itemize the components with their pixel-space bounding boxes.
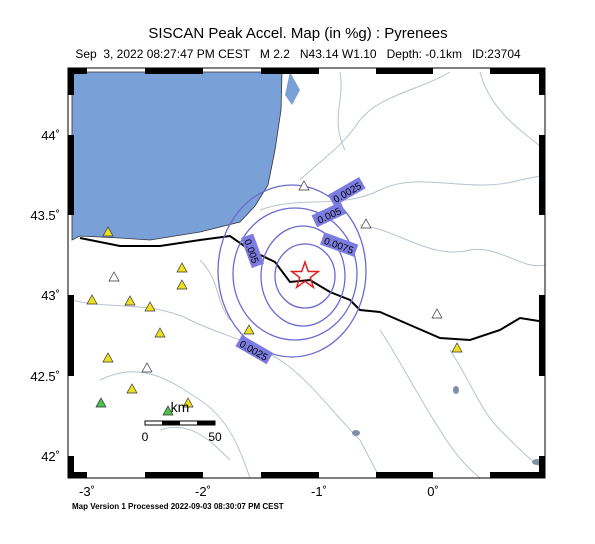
- subtitle: Sep 3, 2022 08:27:47 PM CEST M 2.2 N43.1…: [75, 47, 521, 61]
- lat-label: 43.5˚: [30, 208, 60, 223]
- lat-labels: 44˚ 43.5˚ 43˚ 42.5˚ 42˚: [30, 128, 60, 464]
- lon-label: -3˚: [79, 484, 95, 499]
- scale-bar: km 0 50: [142, 399, 222, 444]
- lon-label: -2˚: [195, 484, 211, 499]
- stations: [86, 180, 463, 416]
- lat-label: 42˚: [41, 449, 60, 464]
- lat-label: 43˚: [41, 288, 60, 303]
- lon-label: 0˚: [427, 484, 439, 499]
- scale-end: 50: [208, 430, 222, 444]
- rivers: [71, 71, 546, 479]
- ocean: [71, 71, 283, 241]
- footer: Map Version 1 Processed 2022-09-03 08:30…: [72, 502, 284, 511]
- title: SISCAN Peak Accel. Map (in %g) : Pyrenee…: [148, 25, 447, 42]
- lon-label: -1˚: [311, 484, 327, 499]
- contours: [217, 184, 367, 358]
- border: [79, 234, 546, 342]
- epicenter: [289, 259, 321, 290]
- map: 0.0025 0.005 0.0075 0.005 0.0025 km 0 50: [67, 67, 546, 479]
- scale-unit: km: [171, 399, 190, 415]
- lat-label: 44˚: [41, 128, 60, 143]
- lon-labels: -3˚ -2˚ -1˚ 0˚: [79, 484, 439, 499]
- scale-start: 0: [142, 430, 149, 444]
- lat-label: 42.5˚: [30, 369, 60, 384]
- lake: [285, 72, 300, 105]
- frame: [67, 67, 546, 479]
